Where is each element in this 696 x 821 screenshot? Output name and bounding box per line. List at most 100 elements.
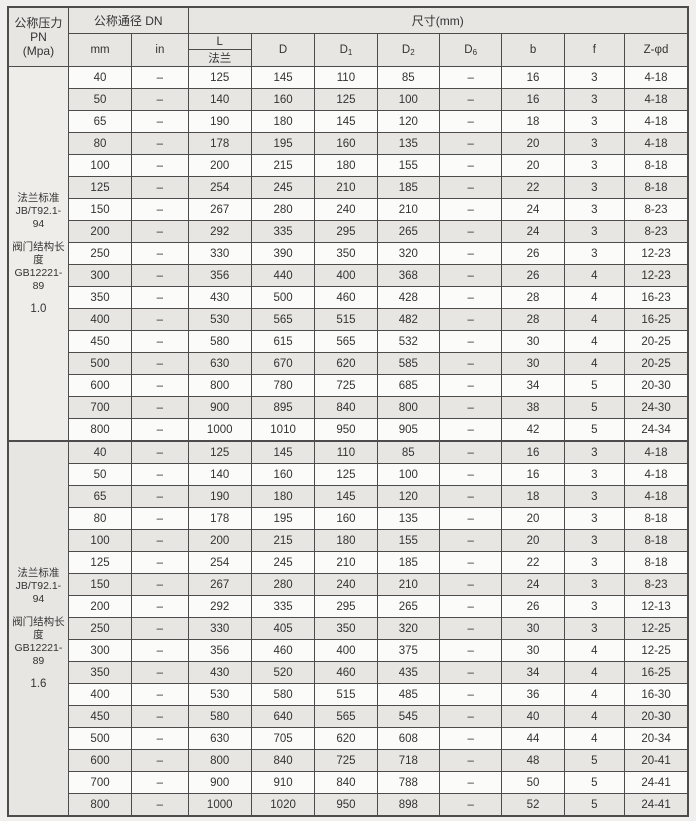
- cell: 24: [501, 198, 565, 221]
- cell: 320: [376, 242, 440, 265]
- table-row: 700–900 910 840 788–50 5 24-41: [8, 771, 689, 794]
- cell: 4-18: [624, 485, 689, 508]
- cell: 24-30: [624, 396, 689, 419]
- cell: –: [438, 551, 503, 574]
- cell: 580: [187, 705, 252, 728]
- cell: –: [438, 595, 503, 618]
- cell: 585: [376, 352, 440, 375]
- cell: –: [438, 308, 503, 331]
- cell: 460: [314, 286, 378, 309]
- cell: –: [131, 440, 189, 464]
- cell: 725: [314, 374, 378, 397]
- cell: 3: [563, 440, 626, 464]
- cell: 5: [563, 771, 626, 794]
- cell: 210: [314, 176, 378, 199]
- table-row: 65–190 180 145 120–18 3 4-18: [8, 110, 689, 133]
- table-row: 125–254 245 210 185–22 3 8-18: [8, 176, 689, 199]
- cell: 12-23: [624, 264, 689, 287]
- cell: 135: [376, 132, 440, 155]
- cell: 900: [187, 396, 252, 419]
- cell: –: [438, 573, 503, 596]
- cell: 630: [187, 352, 252, 375]
- col-header-in: in: [131, 33, 189, 67]
- cell: 300: [67, 639, 133, 662]
- cell: 3: [563, 463, 626, 486]
- table-row: 500–630 670 620 585–30 4 20-25: [8, 352, 689, 375]
- table-row: 200–292 335 295 265–24 3 8-23: [8, 220, 689, 243]
- cell: –: [131, 110, 189, 133]
- cell: 12-25: [624, 617, 689, 640]
- cell: 400: [67, 308, 133, 331]
- cell: 265: [376, 220, 440, 243]
- cell: 5: [563, 418, 626, 442]
- cell: 110: [314, 440, 378, 464]
- cell: 190: [187, 485, 252, 508]
- cell: 428: [376, 286, 440, 309]
- table-row: 400–530 565 515 482–28 4 16-25: [8, 308, 689, 331]
- cell: 1010: [250, 418, 316, 442]
- cell: 44: [501, 727, 565, 750]
- cell: –: [131, 154, 189, 177]
- cell: 190: [187, 110, 252, 133]
- cell: 22: [501, 176, 565, 199]
- cell: 16-25: [624, 661, 689, 684]
- cell: 5: [563, 793, 626, 817]
- cell: 140: [187, 463, 252, 486]
- cell: 3: [563, 132, 626, 155]
- cell: 292: [187, 220, 252, 243]
- size-header: 尺寸(mm): [187, 6, 689, 34]
- cell: 780: [250, 374, 316, 397]
- cell: –: [438, 418, 503, 442]
- cell: 24-41: [624, 771, 689, 794]
- cell: –: [438, 727, 503, 750]
- cell: 3: [563, 176, 626, 199]
- cell: –: [131, 132, 189, 155]
- cell: –: [438, 176, 503, 199]
- table-row: 50–140 160 125 100–16 3 4-18: [8, 463, 689, 486]
- cell: 178: [187, 132, 252, 155]
- cell: –: [131, 771, 189, 794]
- cell: 460: [250, 639, 316, 662]
- cell: 292: [187, 595, 252, 618]
- cell: 160: [250, 463, 316, 486]
- cell: 356: [187, 639, 252, 662]
- cell: 3: [563, 551, 626, 574]
- cell: 800: [187, 374, 252, 397]
- cell: 3: [563, 617, 626, 640]
- table-body: 法兰标准 JB/T92.1-94 阀门结构长度 GB12221-89 1.0 40–125…: [7, 66, 689, 817]
- cell: 515: [314, 683, 378, 706]
- cell: 80: [67, 132, 133, 155]
- cell: 620: [314, 727, 378, 750]
- cell: 16-30: [624, 683, 689, 706]
- table-row: 125–254 245 210 185–22 3 8-18: [8, 551, 689, 574]
- cell: 840: [314, 771, 378, 794]
- cell: –: [131, 573, 189, 596]
- cell: 210: [314, 551, 378, 574]
- cell: 580: [250, 683, 316, 706]
- cell: 4-18: [624, 440, 689, 464]
- cell: 4-18: [624, 132, 689, 155]
- cell: 80: [67, 507, 133, 530]
- cell: –: [131, 66, 189, 89]
- cell: –: [438, 749, 503, 772]
- cell: 240: [314, 573, 378, 596]
- table-row: 450–580 640 565 545–40 4 20-30: [8, 705, 689, 728]
- cell: 4: [563, 330, 626, 353]
- table-row: 600–800 840 725 718–48 5 20-41: [8, 749, 689, 772]
- cell: 26: [501, 264, 565, 287]
- cell: 3: [563, 88, 626, 111]
- cell: 200: [187, 529, 252, 552]
- table-row: 200–292 335 295 265–26 3 12-13: [8, 595, 689, 618]
- col-header-d6: D6: [438, 33, 503, 67]
- cell: –: [131, 198, 189, 221]
- cell: 950: [314, 418, 378, 442]
- cell: 12-23: [624, 242, 689, 265]
- cell: –: [131, 661, 189, 684]
- cell: 145: [250, 440, 316, 464]
- cell: 52: [501, 793, 565, 817]
- cell: 898: [376, 793, 440, 817]
- cell: 725: [314, 749, 378, 772]
- cell: 125: [314, 88, 378, 111]
- col-header-flange: 法兰: [187, 49, 252, 67]
- cell: 840: [250, 749, 316, 772]
